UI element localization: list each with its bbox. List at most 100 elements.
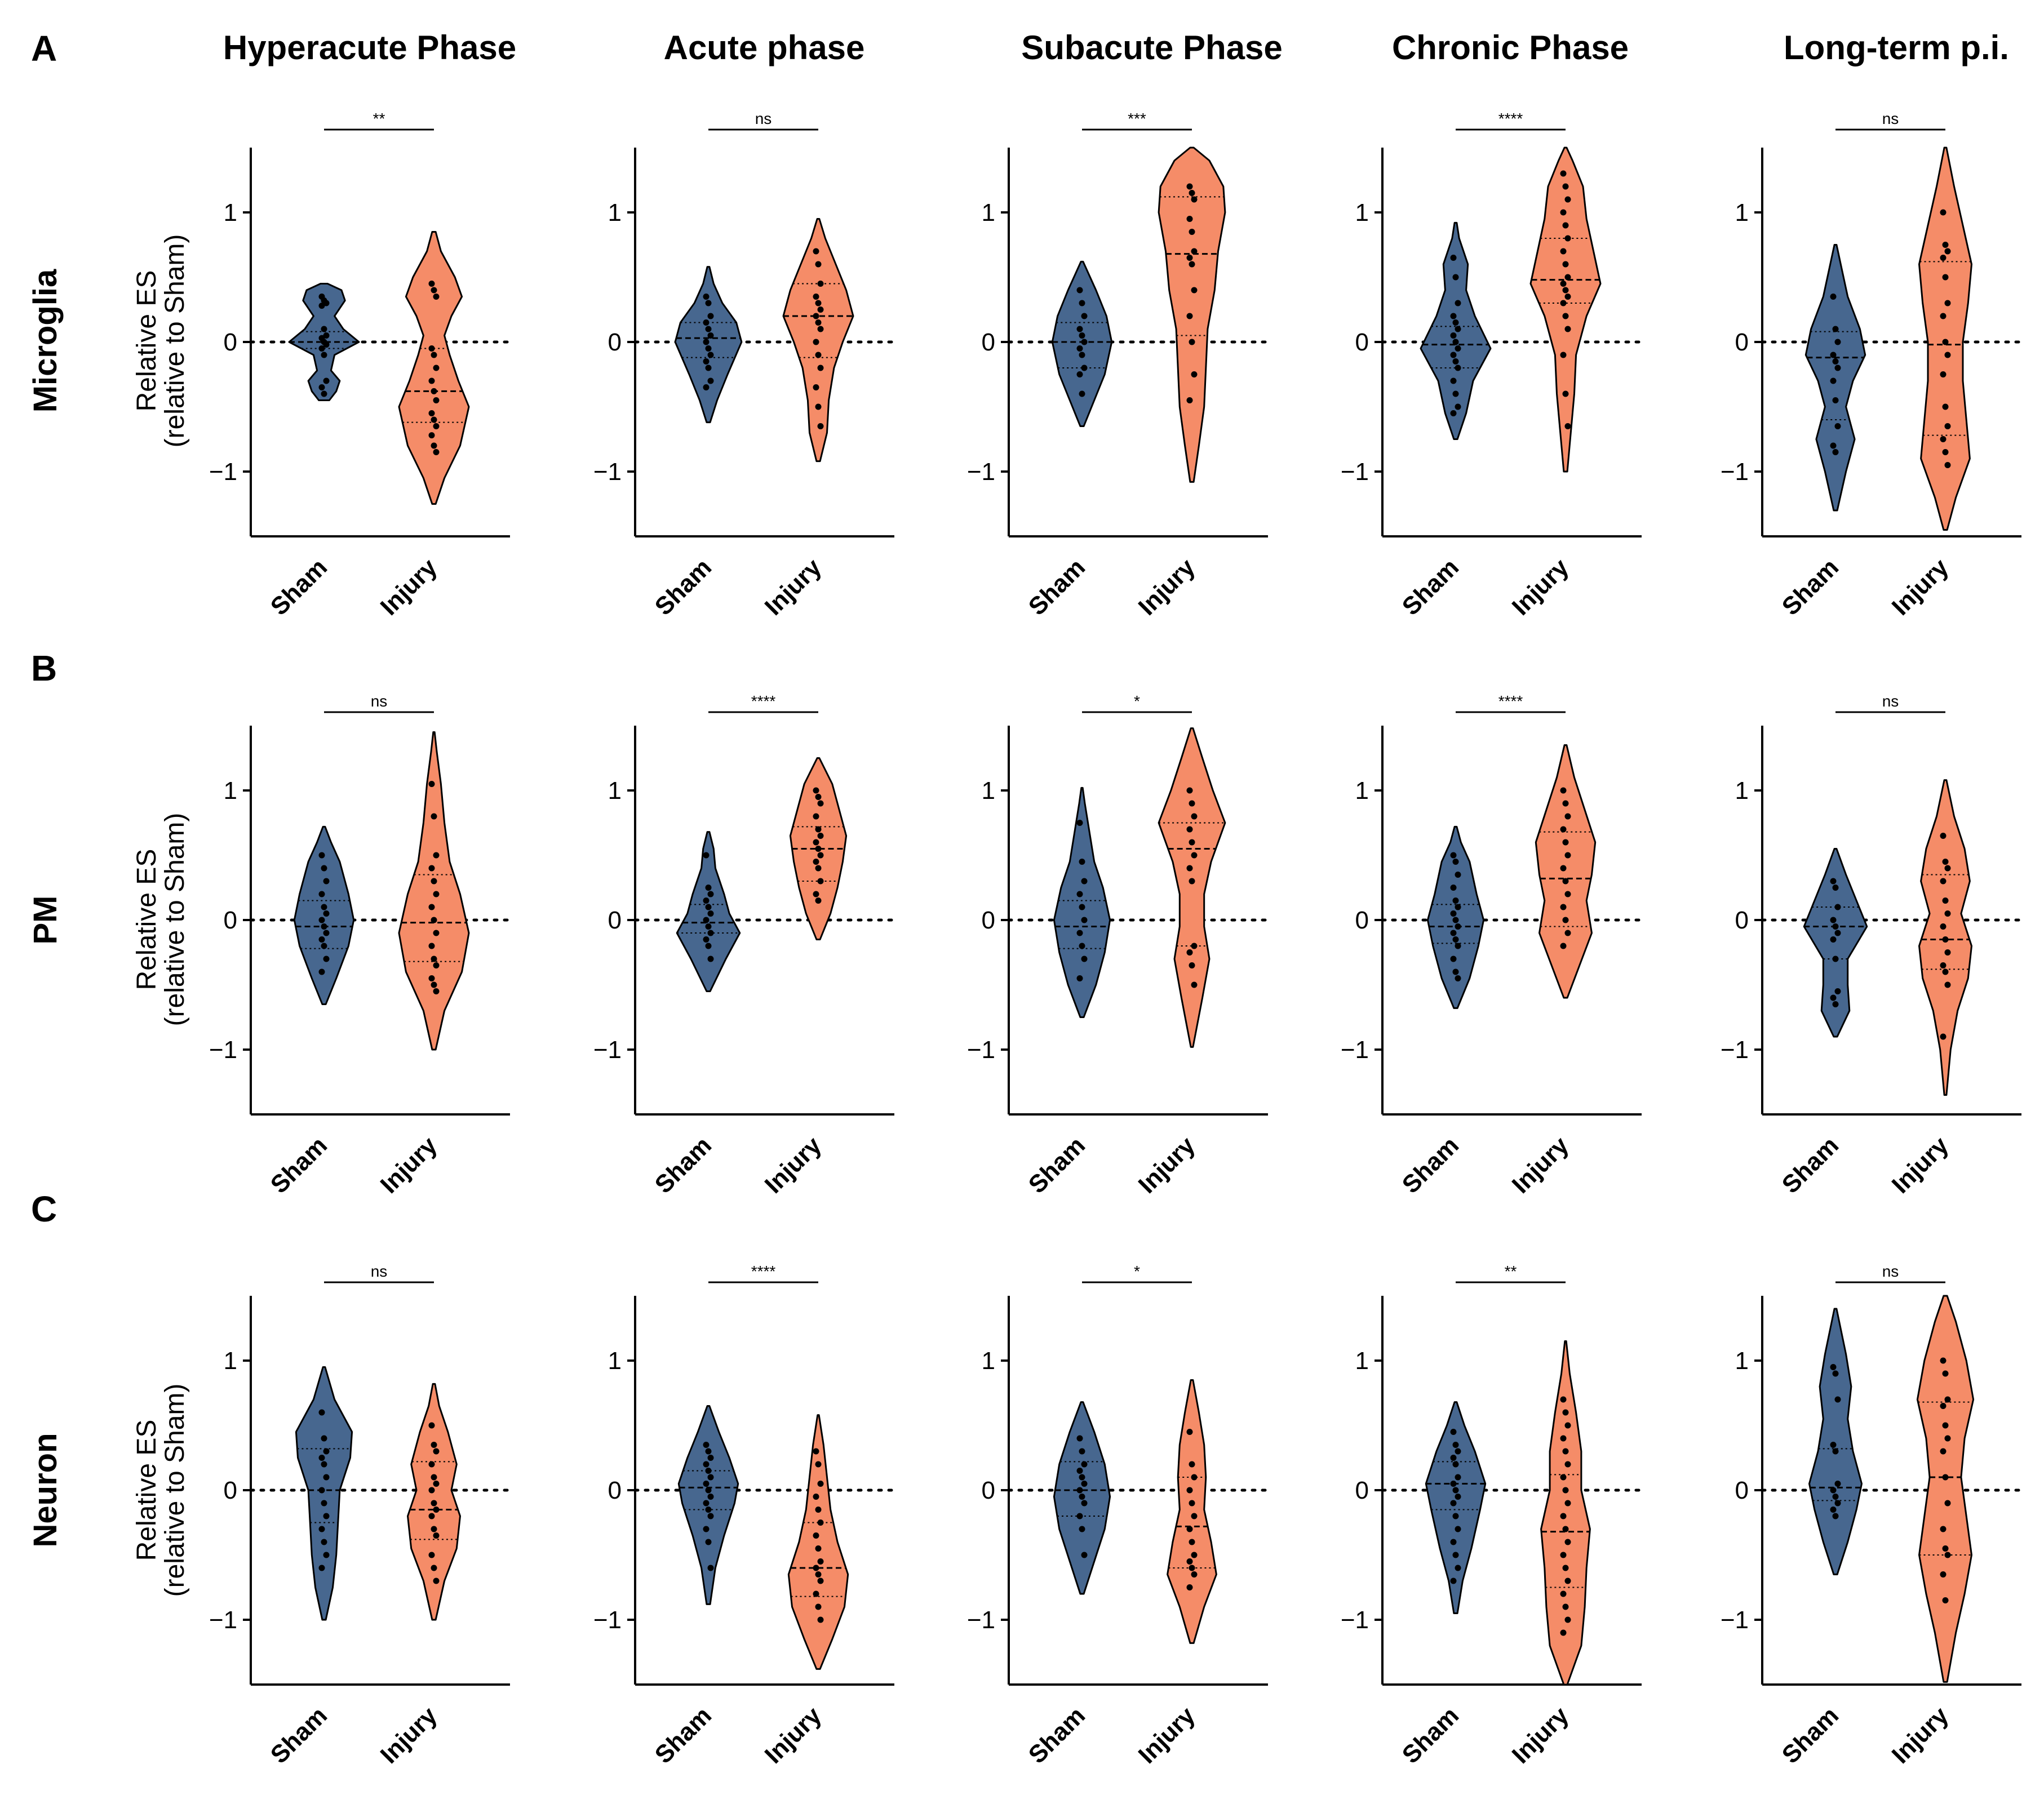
x-category-label: Injury [1133,553,1201,621]
data-point [1191,852,1198,859]
data-point [1452,968,1459,975]
violin-sham [1804,244,1866,512]
data-point [1191,943,1198,949]
data-point [1450,255,1457,261]
data-point [323,332,330,339]
data-point [705,923,712,930]
data-point [815,1545,822,1552]
data-point [1562,313,1569,319]
y-tick-label: 1 [1355,1347,1369,1375]
data-point [1830,878,1837,885]
data-point [433,397,440,403]
data-point [431,813,437,820]
data-point [1942,449,1949,455]
data-point [431,442,437,449]
data-point [705,1448,712,1455]
data-point [1560,1590,1567,1597]
data-point [1452,897,1459,904]
violin-panel-neuron-2: −1 0 1 Sham Injury * [967,1263,1270,1769]
data-point [1940,1033,1947,1040]
data-point [1560,170,1567,177]
data-point [817,281,824,287]
y-axis-title-neuron: Relative ES (relative to Sham) [132,1384,190,1597]
x-category-label: Injury [375,1701,443,1769]
data-point [707,1455,714,1461]
data-point [1564,1500,1571,1507]
data-point [1564,1578,1571,1584]
x-category-label: Injury [1887,1131,1954,1199]
data-point [433,962,440,968]
data-point [1189,839,1195,846]
data-point [1452,1552,1459,1558]
violin-panel-pm-1: −1 0 1 Sham Injury **** [593,692,896,1199]
data-point [1834,339,1841,345]
data-point [431,1474,437,1481]
data-point [1830,1442,1837,1448]
data-point [1940,209,1947,216]
data-point [1186,787,1193,794]
data-point [323,878,330,885]
data-point [1076,820,1083,826]
data-point [1450,1455,1457,1461]
data-point [1186,1429,1193,1435]
y-tick-label: −1 [593,458,622,486]
data-point [1560,1474,1567,1481]
data-point [1081,1461,1088,1468]
data-point [1944,1552,1951,1558]
data-point [1942,897,1949,904]
data-point [318,936,325,943]
data-point [1564,423,1571,429]
data-point [1081,1552,1088,1558]
y-tick-label: 0 [608,328,622,356]
y-tick-label: 0 [224,1477,237,1504]
data-point [817,365,824,371]
data-point [321,1539,327,1545]
data-point [1942,403,1949,410]
data-point [318,891,325,897]
panel-letter-a: A [31,28,57,69]
data-point [707,910,714,917]
data-point [1079,390,1085,397]
y-tick-label: 1 [608,1347,622,1375]
data-point [1834,1500,1841,1507]
data-point [815,403,822,410]
data-point [321,865,327,872]
violin-sham [1808,1308,1863,1575]
data-point [1560,1629,1567,1636]
x-category-label: Sham [265,1131,332,1198]
y-tick-label: −1 [593,1036,622,1064]
y-tick-label: 1 [982,1347,995,1375]
data-point [1830,294,1837,300]
data-point [707,891,714,897]
data-point [1830,936,1837,943]
data-point [318,917,325,923]
data-point [323,300,330,306]
y-tick-label: 1 [1355,199,1369,226]
data-point [1186,397,1193,403]
data-point [1076,891,1083,897]
data-point [705,1507,712,1513]
data-point [1560,209,1567,216]
data-point [707,332,714,339]
data-point [1834,423,1841,429]
data-point [1562,390,1569,397]
x-category-label: Sham [1397,1131,1464,1198]
significance-label: ns [1882,110,1899,127]
significance-label: * [1134,1263,1140,1280]
data-point [705,1539,712,1545]
data-point [813,384,819,390]
data-point [318,1455,325,1461]
violin-panel-pm-2: −1 0 1 Sham Injury * [967,692,1270,1199]
data-point [321,904,327,910]
data-point [428,865,435,872]
y-tick-label: −1 [209,1036,237,1064]
x-category-label: Sham [1023,1701,1090,1769]
y-axis-title-line2: (relative to Sham) [160,234,190,448]
y-tick-label: 0 [1735,907,1749,934]
x-category-label: Injury [760,1701,827,1769]
data-point [1081,365,1088,371]
data-point [1564,891,1571,897]
column-title-long-term: Long-term p.i. [1784,29,2009,66]
data-point [817,800,824,807]
data-point [1560,865,1567,872]
